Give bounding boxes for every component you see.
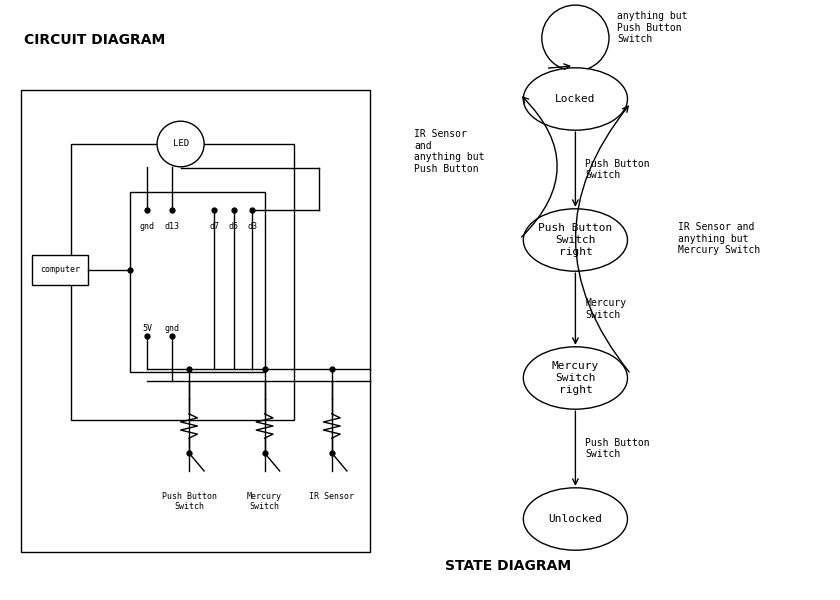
Text: IR Sensor
and
anything but
Push Button: IR Sensor and anything but Push Button [414,129,485,174]
Ellipse shape [523,68,627,130]
Bar [130,192,265,372]
Text: gnd: gnd [139,222,155,231]
Text: LED: LED [172,139,189,148]
Text: 5V: 5V [142,324,152,333]
Text: Push Button
Switch: Push Button Switch [585,438,650,460]
Text: d3: d3 [247,222,257,231]
Ellipse shape [523,209,627,271]
Text: STATE DIAGRAM: STATE DIAGRAM [445,559,571,573]
Bar [32,255,88,285]
Ellipse shape [157,121,204,167]
Text: gnd: gnd [165,324,180,333]
Ellipse shape [523,347,627,409]
Text: CIRCUIT DIAGRAM: CIRCUIT DIAGRAM [24,33,165,47]
Text: Mercury
Switch: Mercury Switch [247,492,282,511]
Text: Unlocked: Unlocked [549,514,602,524]
Text: Push Button
Switch
right: Push Button Switch right [538,223,612,257]
Text: IR Sensor and
anything but
Mercury Switch: IR Sensor and anything but Mercury Switc… [678,222,760,255]
Text: d7: d7 [209,222,219,231]
Text: Push Button
Switch: Push Button Switch [161,492,217,511]
Text: IR Sensor: IR Sensor [309,492,354,501]
Bar [21,90,370,552]
Text: d13: d13 [165,222,180,231]
Bar [71,144,294,420]
Text: Mercury
Switch
right: Mercury Switch right [552,361,599,395]
Text: Push Button
Switch: Push Button Switch [585,158,650,180]
Text: Locked: Locked [555,94,596,104]
Text: computer: computer [40,265,80,275]
Ellipse shape [542,5,609,71]
Text: d5: d5 [228,222,239,231]
Text: anything but
Push Button
Switch: anything but Push Button Switch [617,11,688,44]
Ellipse shape [523,488,627,550]
Text: Mercury
Switch: Mercury Switch [585,298,627,320]
